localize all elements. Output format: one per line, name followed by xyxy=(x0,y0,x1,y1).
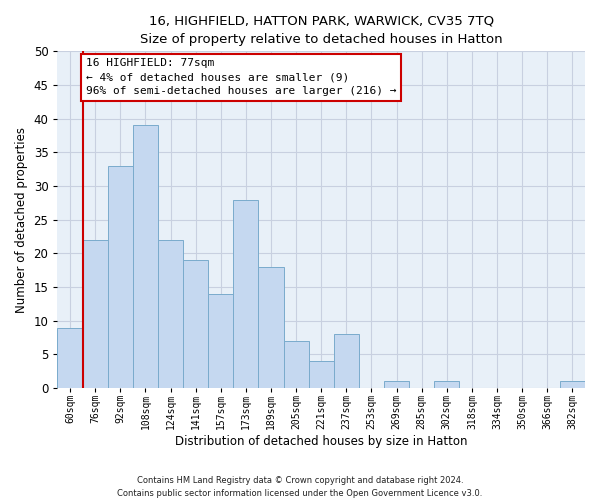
Bar xyxy=(158,240,183,388)
Bar xyxy=(284,341,308,388)
Bar xyxy=(308,361,334,388)
Bar xyxy=(58,328,83,388)
Bar xyxy=(560,382,585,388)
Bar xyxy=(233,200,259,388)
Text: 16 HIGHFIELD: 77sqm
← 4% of detached houses are smaller (9)
96% of semi-detached: 16 HIGHFIELD: 77sqm ← 4% of detached hou… xyxy=(86,58,396,96)
Bar xyxy=(259,267,284,388)
Title: 16, HIGHFIELD, HATTON PARK, WARWICK, CV35 7TQ
Size of property relative to detac: 16, HIGHFIELD, HATTON PARK, WARWICK, CV3… xyxy=(140,15,503,46)
Bar xyxy=(183,260,208,388)
Text: Contains HM Land Registry data © Crown copyright and database right 2024.
Contai: Contains HM Land Registry data © Crown c… xyxy=(118,476,482,498)
Bar xyxy=(384,382,409,388)
Bar xyxy=(208,294,233,388)
X-axis label: Distribution of detached houses by size in Hatton: Distribution of detached houses by size … xyxy=(175,434,467,448)
Bar xyxy=(133,126,158,388)
Y-axis label: Number of detached properties: Number of detached properties xyxy=(15,126,28,312)
Bar xyxy=(83,240,108,388)
Bar xyxy=(334,334,359,388)
Bar xyxy=(434,382,460,388)
Bar xyxy=(108,166,133,388)
